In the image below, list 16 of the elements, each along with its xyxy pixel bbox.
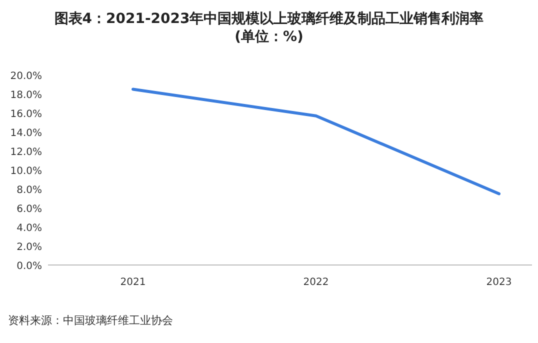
y-tick-label: 10.0% bbox=[10, 166, 42, 177]
y-tick-label: 18.0% bbox=[10, 90, 42, 101]
y-tick-label: 8.0% bbox=[16, 185, 42, 196]
y-tick-label: 4.0% bbox=[16, 223, 42, 234]
y-tick-label: 16.0% bbox=[10, 109, 42, 120]
text: 资料来源：中国玻璃纤维工业协会 bbox=[8, 313, 173, 328]
y-tick-label: 6.0% bbox=[16, 204, 42, 215]
y-tick-label: 14.0% bbox=[10, 128, 42, 139]
x-tick-label: 2021 bbox=[120, 277, 146, 288]
x-tick-label: 2022 bbox=[303, 277, 329, 288]
y-tick-label: 2.0% bbox=[16, 242, 42, 253]
chart-title: 图表4：2021-2023年中国规模以上玻璃纤维及制品工业销售利润率(单位：%) bbox=[53, 10, 485, 46]
y-tick-label: 20.0% bbox=[10, 71, 42, 82]
x-tick-label: 2023 bbox=[486, 277, 512, 288]
y-tick-label: 0.0% bbox=[16, 261, 42, 272]
y-tick-label: 12.0% bbox=[10, 147, 42, 158]
